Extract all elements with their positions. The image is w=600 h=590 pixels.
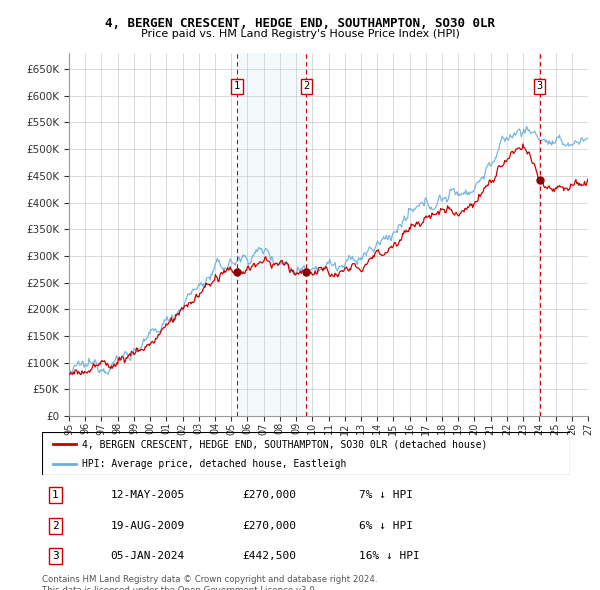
Text: 4, BERGEN CRESCENT, HEDGE END, SOUTHAMPTON, SO30 0LR (detached house): 4, BERGEN CRESCENT, HEDGE END, SOUTHAMPT… — [82, 440, 487, 450]
Text: Contains HM Land Registry data © Crown copyright and database right 2024.
This d: Contains HM Land Registry data © Crown c… — [42, 575, 377, 590]
Text: £270,000: £270,000 — [242, 521, 296, 530]
Text: 19-AUG-2009: 19-AUG-2009 — [110, 521, 185, 530]
Text: 05-JAN-2024: 05-JAN-2024 — [110, 552, 185, 561]
Bar — [237, 53, 306, 416]
Text: 3: 3 — [536, 81, 543, 91]
Text: HPI: Average price, detached house, Eastleigh: HPI: Average price, detached house, East… — [82, 460, 346, 469]
Text: 16% ↓ HPI: 16% ↓ HPI — [359, 552, 419, 561]
Text: 2: 2 — [52, 521, 59, 530]
Text: £270,000: £270,000 — [242, 490, 296, 500]
Text: 3: 3 — [52, 552, 59, 561]
Text: 12-MAY-2005: 12-MAY-2005 — [110, 490, 185, 500]
Text: Price paid vs. HM Land Registry's House Price Index (HPI): Price paid vs. HM Land Registry's House … — [140, 29, 460, 39]
Bar — [539, 53, 588, 416]
Text: 2: 2 — [303, 81, 310, 91]
Text: 6% ↓ HPI: 6% ↓ HPI — [359, 521, 413, 530]
Text: 4, BERGEN CRESCENT, HEDGE END, SOUTHAMPTON, SO30 0LR: 4, BERGEN CRESCENT, HEDGE END, SOUTHAMPT… — [105, 17, 495, 30]
Text: 1: 1 — [52, 490, 59, 500]
Text: £442,500: £442,500 — [242, 552, 296, 561]
Text: 7% ↓ HPI: 7% ↓ HPI — [359, 490, 413, 500]
Text: 1: 1 — [234, 81, 240, 91]
